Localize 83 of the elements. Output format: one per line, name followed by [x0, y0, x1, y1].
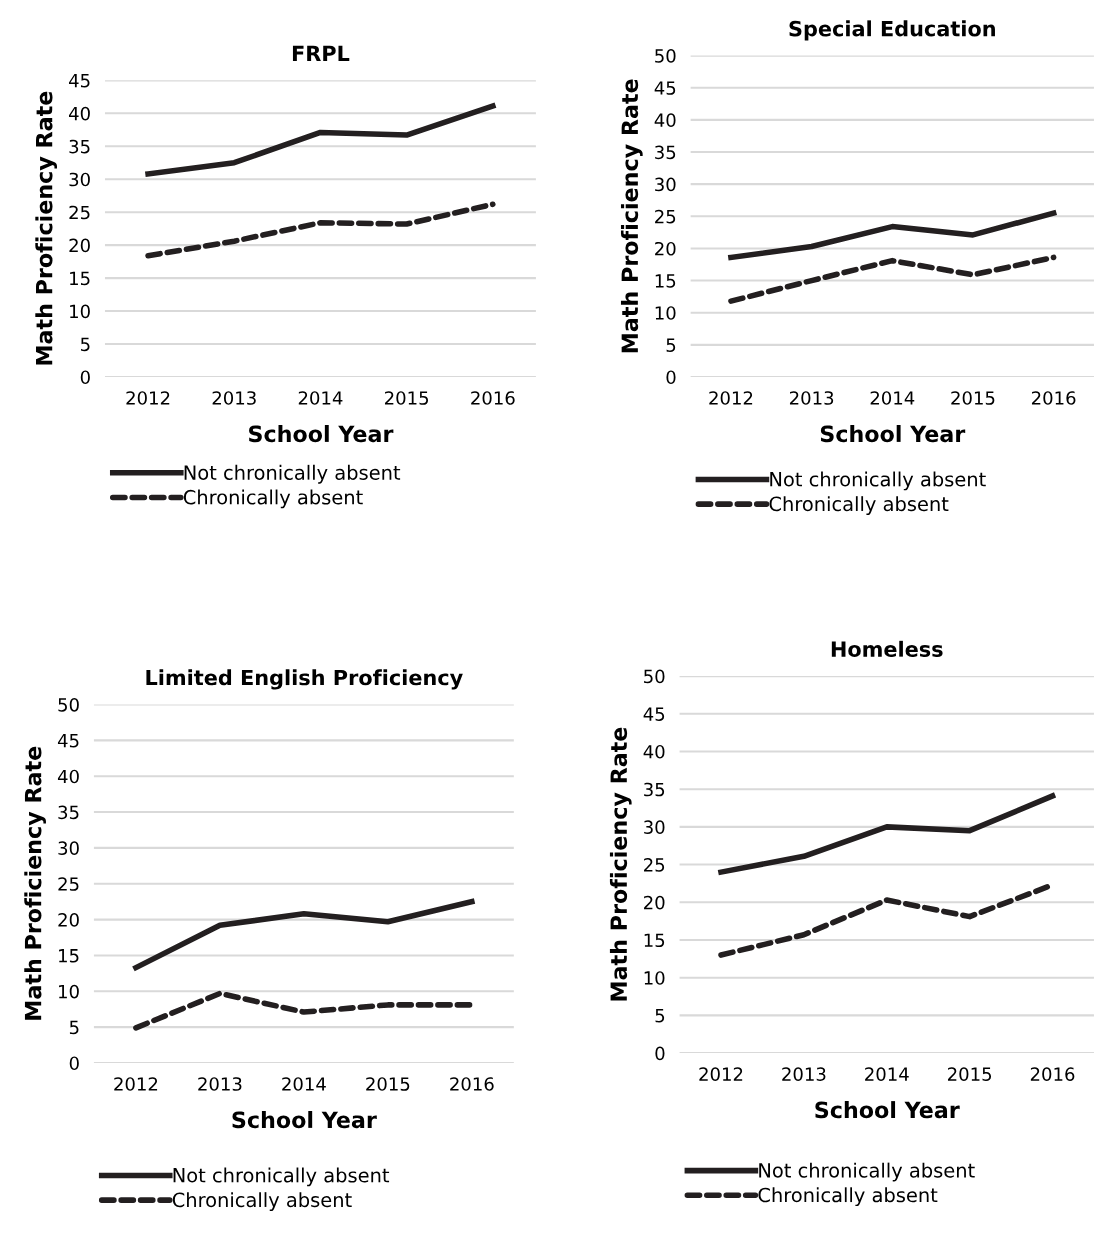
legend-label: Chronically absent — [769, 496, 949, 515]
x-axis-title: School Year — [820, 425, 966, 443]
chart-title: Special Education — [789, 20, 995, 41]
y-tick-label: 45 — [643, 707, 665, 721]
y-axis-title: Math Proficiency Rate — [35, 91, 57, 365]
x-tick-label: 2013 — [789, 391, 834, 405]
y-axis-title: Math Proficiency Rate — [609, 727, 632, 1001]
y-tick-label: 40 — [68, 106, 90, 121]
legend-label: Chronically absent — [183, 489, 363, 509]
y-tick-label: 5 — [655, 1009, 665, 1023]
y-tick-label: 45 — [57, 734, 79, 748]
x-tick-label: 2013 — [782, 1067, 826, 1081]
y-tick-label: 30 — [69, 172, 90, 187]
y-tick-label: 20 — [655, 241, 676, 256]
y-tick-label: 30 — [58, 841, 79, 856]
y-tick-label: 30 — [655, 177, 676, 192]
chart-title: FRPL — [292, 45, 350, 61]
y-tick-label: 5 — [80, 337, 90, 352]
x-tick-label: 2012 — [114, 1077, 158, 1091]
x-tick-label: 2012 — [709, 391, 753, 405]
x-tick-label: 2015 — [366, 1077, 410, 1091]
y-axis-title: Math Proficiency Rate — [24, 746, 46, 1020]
y-tick-label: 20 — [58, 913, 79, 927]
y-tick-label: 0 — [655, 1046, 665, 1061]
y-tick-label: 50 — [655, 49, 676, 63]
y-tick-label: 40 — [643, 744, 665, 759]
legend-label: Not chronically absent — [759, 1162, 975, 1182]
legend-label: Chronically absent — [758, 1187, 938, 1207]
chart-title: Limited English Proficiency — [146, 669, 463, 690]
y-tick-label: 0 — [80, 370, 90, 385]
y-tick-label: 25 — [69, 205, 90, 220]
x-tick-label: 2014 — [282, 1077, 326, 1091]
x-tick-label: 2014 — [870, 391, 915, 405]
x-tick-label: 2016 — [471, 391, 515, 405]
y-tick-label: 5 — [666, 338, 676, 352]
x-tick-label: 2013 — [212, 391, 256, 405]
y-tick-label: 0 — [69, 1056, 79, 1071]
x-tick-label: 2014 — [298, 391, 343, 405]
x-tick-label: 2016 — [1030, 1067, 1075, 1081]
y-tick-label: 50 — [644, 669, 665, 684]
legend-label: Chronically absent — [172, 1192, 352, 1211]
y-tick-label: 10 — [655, 306, 676, 320]
y-tick-label: 35 — [644, 782, 665, 797]
legend-label: Not chronically absent — [770, 471, 986, 491]
y-tick-label: 35 — [655, 145, 676, 160]
y-tick-label: 25 — [58, 877, 79, 891]
y-tick-label: 10 — [70, 304, 90, 319]
y-tick-label: 5 — [69, 1020, 79, 1035]
y-tick-label: 50 — [58, 697, 79, 712]
x-tick-label: 2012 — [126, 391, 170, 405]
y-tick-label: 15 — [655, 274, 676, 288]
y-tick-label: 0 — [666, 370, 676, 385]
legend-label: Not chronically absent — [184, 464, 401, 484]
y-tick-label: 15 — [59, 949, 79, 963]
y-tick-label: 20 — [69, 238, 90, 253]
legend-label: Not chronically absent — [173, 1167, 390, 1187]
y-tick-label: 45 — [68, 74, 90, 88]
y-tick-label: 15 — [644, 933, 665, 948]
y-tick-label: 25 — [655, 209, 676, 224]
chart-title: Homeless — [831, 640, 943, 657]
x-tick-label: 2016 — [1031, 391, 1076, 405]
y-tick-label: 35 — [69, 139, 90, 154]
x-tick-label: 2015 — [951, 391, 995, 405]
y-tick-label: 40 — [57, 769, 79, 784]
y-tick-label: 30 — [644, 820, 665, 834]
y-tick-label: 35 — [58, 805, 79, 820]
x-tick-label: 2014 — [865, 1067, 909, 1081]
x-axis-title: School Year — [249, 425, 394, 443]
x-tick-label: 2012 — [699, 1067, 743, 1081]
y-axis-title: Math Proficiency Rate — [620, 79, 643, 353]
y-tick-label: 45 — [654, 81, 676, 95]
y-tick-label: 10 — [644, 971, 665, 985]
x-tick-label: 2016 — [450, 1077, 494, 1091]
y-tick-label: 10 — [59, 984, 79, 999]
x-tick-label: 2015 — [384, 391, 429, 405]
y-tick-label: 40 — [654, 113, 676, 128]
x-tick-label: 2013 — [198, 1077, 242, 1091]
x-axis-title: School Year — [815, 1101, 960, 1119]
x-tick-label: 2015 — [947, 1067, 992, 1081]
y-tick-label: 15 — [70, 271, 90, 286]
y-tick-label: 25 — [644, 858, 665, 872]
y-tick-label: 20 — [644, 895, 665, 910]
x-axis-title: School Year — [232, 1110, 377, 1129]
